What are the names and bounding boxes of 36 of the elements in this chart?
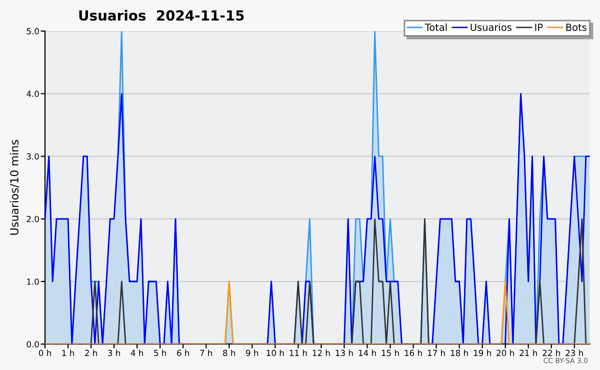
x-tick-label: 10 h <box>266 350 284 356</box>
chart-title: Usuarios 2024-11-15 <box>79 10 244 21</box>
y-tick-label: 4.0 <box>26 90 39 97</box>
y-tick-label: 5.0 <box>26 28 39 34</box>
x-tick-label: 23 h <box>566 350 583 356</box>
legend-label: Bots <box>566 24 586 31</box>
x-tick-label: 22 h <box>542 350 560 356</box>
x-tick-label: 2 h <box>85 350 97 356</box>
y-tick-label: 2.0 <box>26 216 39 222</box>
y-tick-label: 0.0 <box>26 341 39 348</box>
x-tick-label: 11 h <box>290 350 307 356</box>
legend-label: Total <box>424 23 447 31</box>
x-tick-label: 13 h <box>336 350 353 356</box>
x-tick-label: 0 h <box>38 350 51 356</box>
x-tick-label: 19 h <box>474 350 491 356</box>
x-tick-label: 3 h <box>108 350 120 356</box>
y-tick-label: 3.0 <box>26 153 39 160</box>
y-tick-label: 1.0 <box>27 278 39 285</box>
x-tick-label: 1 h <box>62 350 74 356</box>
x-tick-label: 7 h <box>200 350 212 356</box>
x-tick-label: 6 h <box>177 350 190 356</box>
legend-label: IP <box>535 24 543 31</box>
x-tick-label: 12 h <box>312 350 330 356</box>
x-tick-label: 15 h <box>382 350 399 356</box>
x-tick-label: 21 h <box>520 350 537 356</box>
y-axis-title: Usuarios/10 mins <box>10 140 20 235</box>
x-tick-label: 17 h <box>428 350 445 356</box>
x-tick-label: 8 h <box>223 350 236 356</box>
legend-label: Usuarios <box>470 23 512 31</box>
x-tick-label: 20 h <box>496 350 514 356</box>
x-tick-label: 16 h <box>404 350 422 356</box>
x-tick-label: 5 h <box>154 350 166 356</box>
x-tick-label: 4 h <box>130 350 143 356</box>
x-tick-label: 9 h <box>246 350 258 356</box>
x-tick-label: 14 h <box>358 350 376 356</box>
x-tick-label: 18 h <box>450 350 468 356</box>
